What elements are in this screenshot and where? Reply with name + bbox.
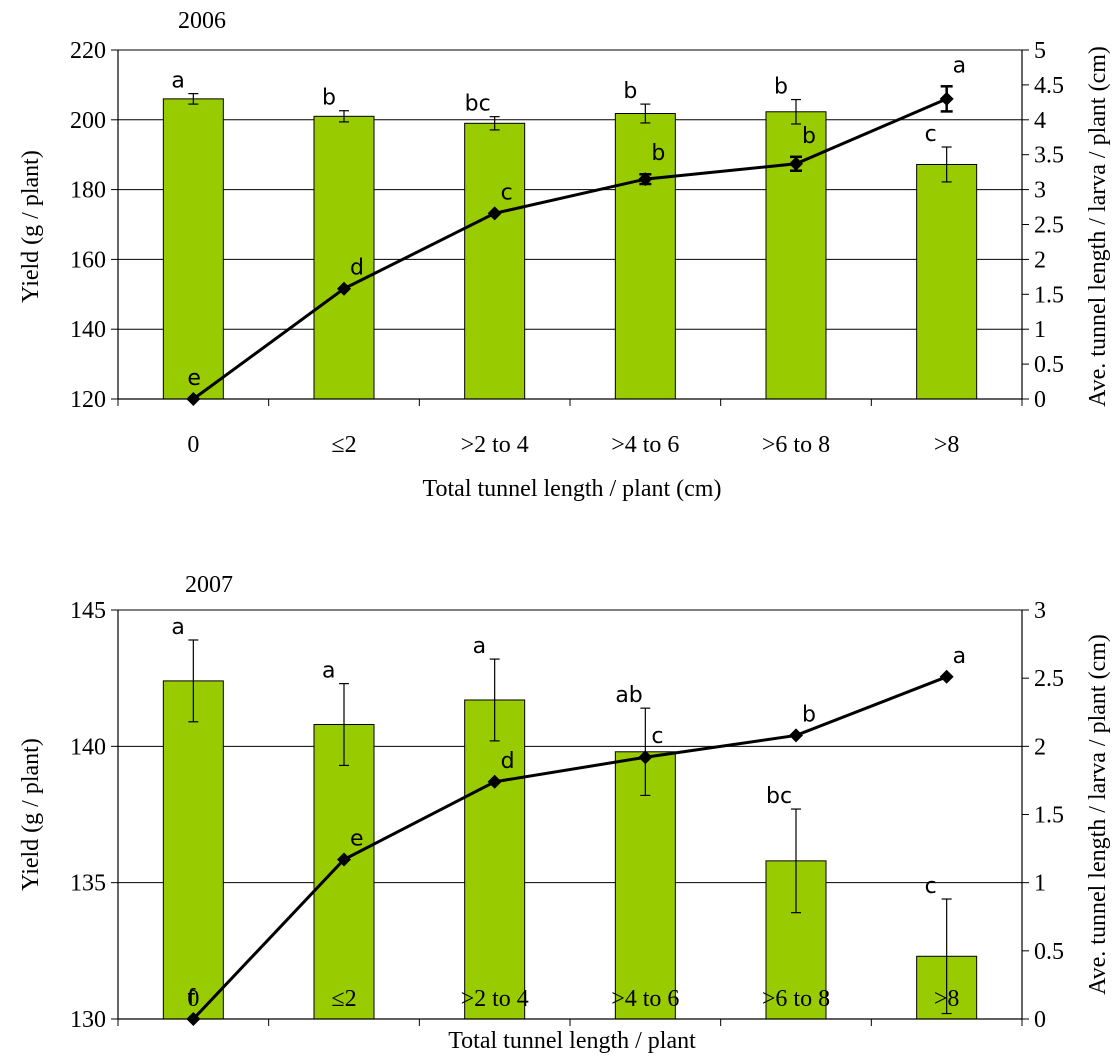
x-tick-label: >8 (934, 432, 960, 458)
x-axis-label: Total tunnel length / plant (cm) (423, 476, 722, 502)
x-tick-label: 0 (187, 432, 199, 458)
line-point (186, 1012, 201, 1026)
x-tick-label: >2 to 4 (461, 432, 529, 458)
bar-significance-label: ab (615, 683, 642, 708)
bar (162, 680, 224, 1020)
line-point (487, 774, 502, 789)
y2-tick-label: 2.5 (1034, 213, 1064, 239)
y2-tick-label: 5 (1034, 38, 1046, 64)
y-tick-label: 180 (70, 178, 106, 204)
y-axis-label: Yield (g / plant) (18, 738, 44, 891)
bar (313, 724, 375, 1020)
line-significance-label: e (350, 826, 364, 851)
x-tick-label: >4 to 6 (611, 432, 679, 458)
line-point (337, 281, 351, 296)
line-significance-label: e (187, 366, 201, 391)
line-point (789, 728, 803, 743)
y2-tick-label: 2 (1034, 734, 1046, 760)
chart-panel-2007: 2007 130 135 140 145 0 0.5 1 1.5 2 2.5 3 0 ≤2 >2 to 4 >… (18, 572, 1111, 1054)
line-point (638, 172, 653, 187)
line-significance-label: a (953, 644, 966, 669)
x-tick-label: ≤2 (331, 432, 356, 458)
y2-tick-label: 2 (1034, 247, 1046, 273)
y2-tick-label: 0.5 (1034, 352, 1064, 378)
x-tick-label: 0 (187, 986, 199, 1012)
bar (162, 98, 224, 400)
y-tick-label: 145 (70, 598, 106, 624)
line-point (337, 852, 351, 867)
bar-significance-label: c (925, 874, 937, 899)
bar (614, 113, 676, 400)
bar-significance-label: a (171, 615, 184, 640)
y2-tick-label: 0.5 (1034, 939, 1064, 965)
line-point (939, 669, 954, 684)
y-tick-label: 130 (70, 1007, 106, 1033)
bar-significance-label: b (623, 79, 637, 104)
y-tick-label: 135 (70, 871, 106, 897)
y2-tick-label: 3.5 (1034, 143, 1064, 169)
line-point (638, 750, 653, 765)
y2-tick-label: 0 (1034, 1007, 1046, 1033)
x-tick-label: >8 (934, 986, 960, 1012)
chart-panel-2006: 2006 120 140 160 180 200 220 0 0.5 1 1.5 2 2.5 3 3.5 4 4… (18, 8, 1111, 502)
y2-tick-label: 1.5 (1034, 803, 1064, 829)
bar (464, 122, 526, 400)
x-tick-label: ≤2 (331, 986, 356, 1012)
line-point (186, 392, 201, 406)
x-tick-label: >4 to 6 (611, 986, 679, 1012)
bar (464, 699, 526, 1020)
bar (313, 115, 375, 400)
bar-significance-label: c (925, 122, 937, 147)
y2-tick-label: 1 (1034, 317, 1046, 343)
x-axis-label: Total tunnel length / plant (448, 1028, 696, 1054)
y-tick-label: 220 (70, 38, 106, 64)
line-significance-label: b (802, 702, 816, 727)
line-point (487, 206, 502, 221)
y-tick-label: 120 (70, 387, 106, 413)
line-significance-label: b (802, 124, 816, 149)
bar-significance-label: bc (465, 92, 491, 117)
line-significance-label: a (953, 53, 966, 78)
y2-tick-label: 4 (1034, 108, 1046, 134)
bar-significance-label: bc (766, 784, 792, 809)
x-tick-label: >2 to 4 (461, 986, 529, 1012)
bar-significance-label: b (322, 86, 336, 111)
line-significance-label: c (651, 724, 663, 749)
x-tick-label: >6 to 8 (762, 432, 830, 458)
bar-significance-label: b (774, 75, 788, 100)
line-significance-label: f (187, 986, 196, 1011)
bar-significance-label: a (171, 69, 184, 94)
line-series (192, 97, 948, 401)
bar (614, 751, 676, 1020)
line-point (939, 91, 954, 106)
y2-tick-label: 1.5 (1034, 282, 1064, 308)
y2-tick-label: 3 (1034, 178, 1046, 204)
bar-significance-label: a (322, 659, 335, 684)
y-axis-label: Yield (g / plant) (18, 150, 44, 303)
y-tick-label: 140 (70, 734, 106, 760)
y2-tick-label: 1 (1034, 871, 1046, 897)
bar-significance-label: a (473, 634, 486, 659)
bar (916, 163, 978, 400)
line-series (192, 675, 948, 1021)
line-significance-label: b (651, 141, 665, 166)
y2-tick-label: 0 (1034, 387, 1046, 413)
y2-tick-label: 2.5 (1034, 666, 1064, 692)
x-tick-label: >6 to 8 (762, 986, 830, 1012)
y2-axis-label: Ave. tunnel length / larva / plant (cm) (1085, 634, 1111, 995)
line-significance-label: d (350, 256, 364, 281)
chart-title: 2007 (185, 572, 233, 598)
line-significance-label: c (501, 180, 513, 205)
line-point (789, 156, 803, 171)
y-tick-label: 160 (70, 247, 106, 273)
y2-tick-label: 3 (1034, 598, 1046, 624)
line-significance-label: d (501, 749, 515, 774)
y2-axis-label: Ave. tunnel length / larva / plant (cm) (1085, 46, 1111, 407)
chart-title: 2006 (178, 8, 226, 34)
y-tick-label: 140 (70, 317, 106, 343)
y2-tick-label: 4.5 (1034, 73, 1064, 99)
y-tick-label: 200 (70, 108, 106, 134)
